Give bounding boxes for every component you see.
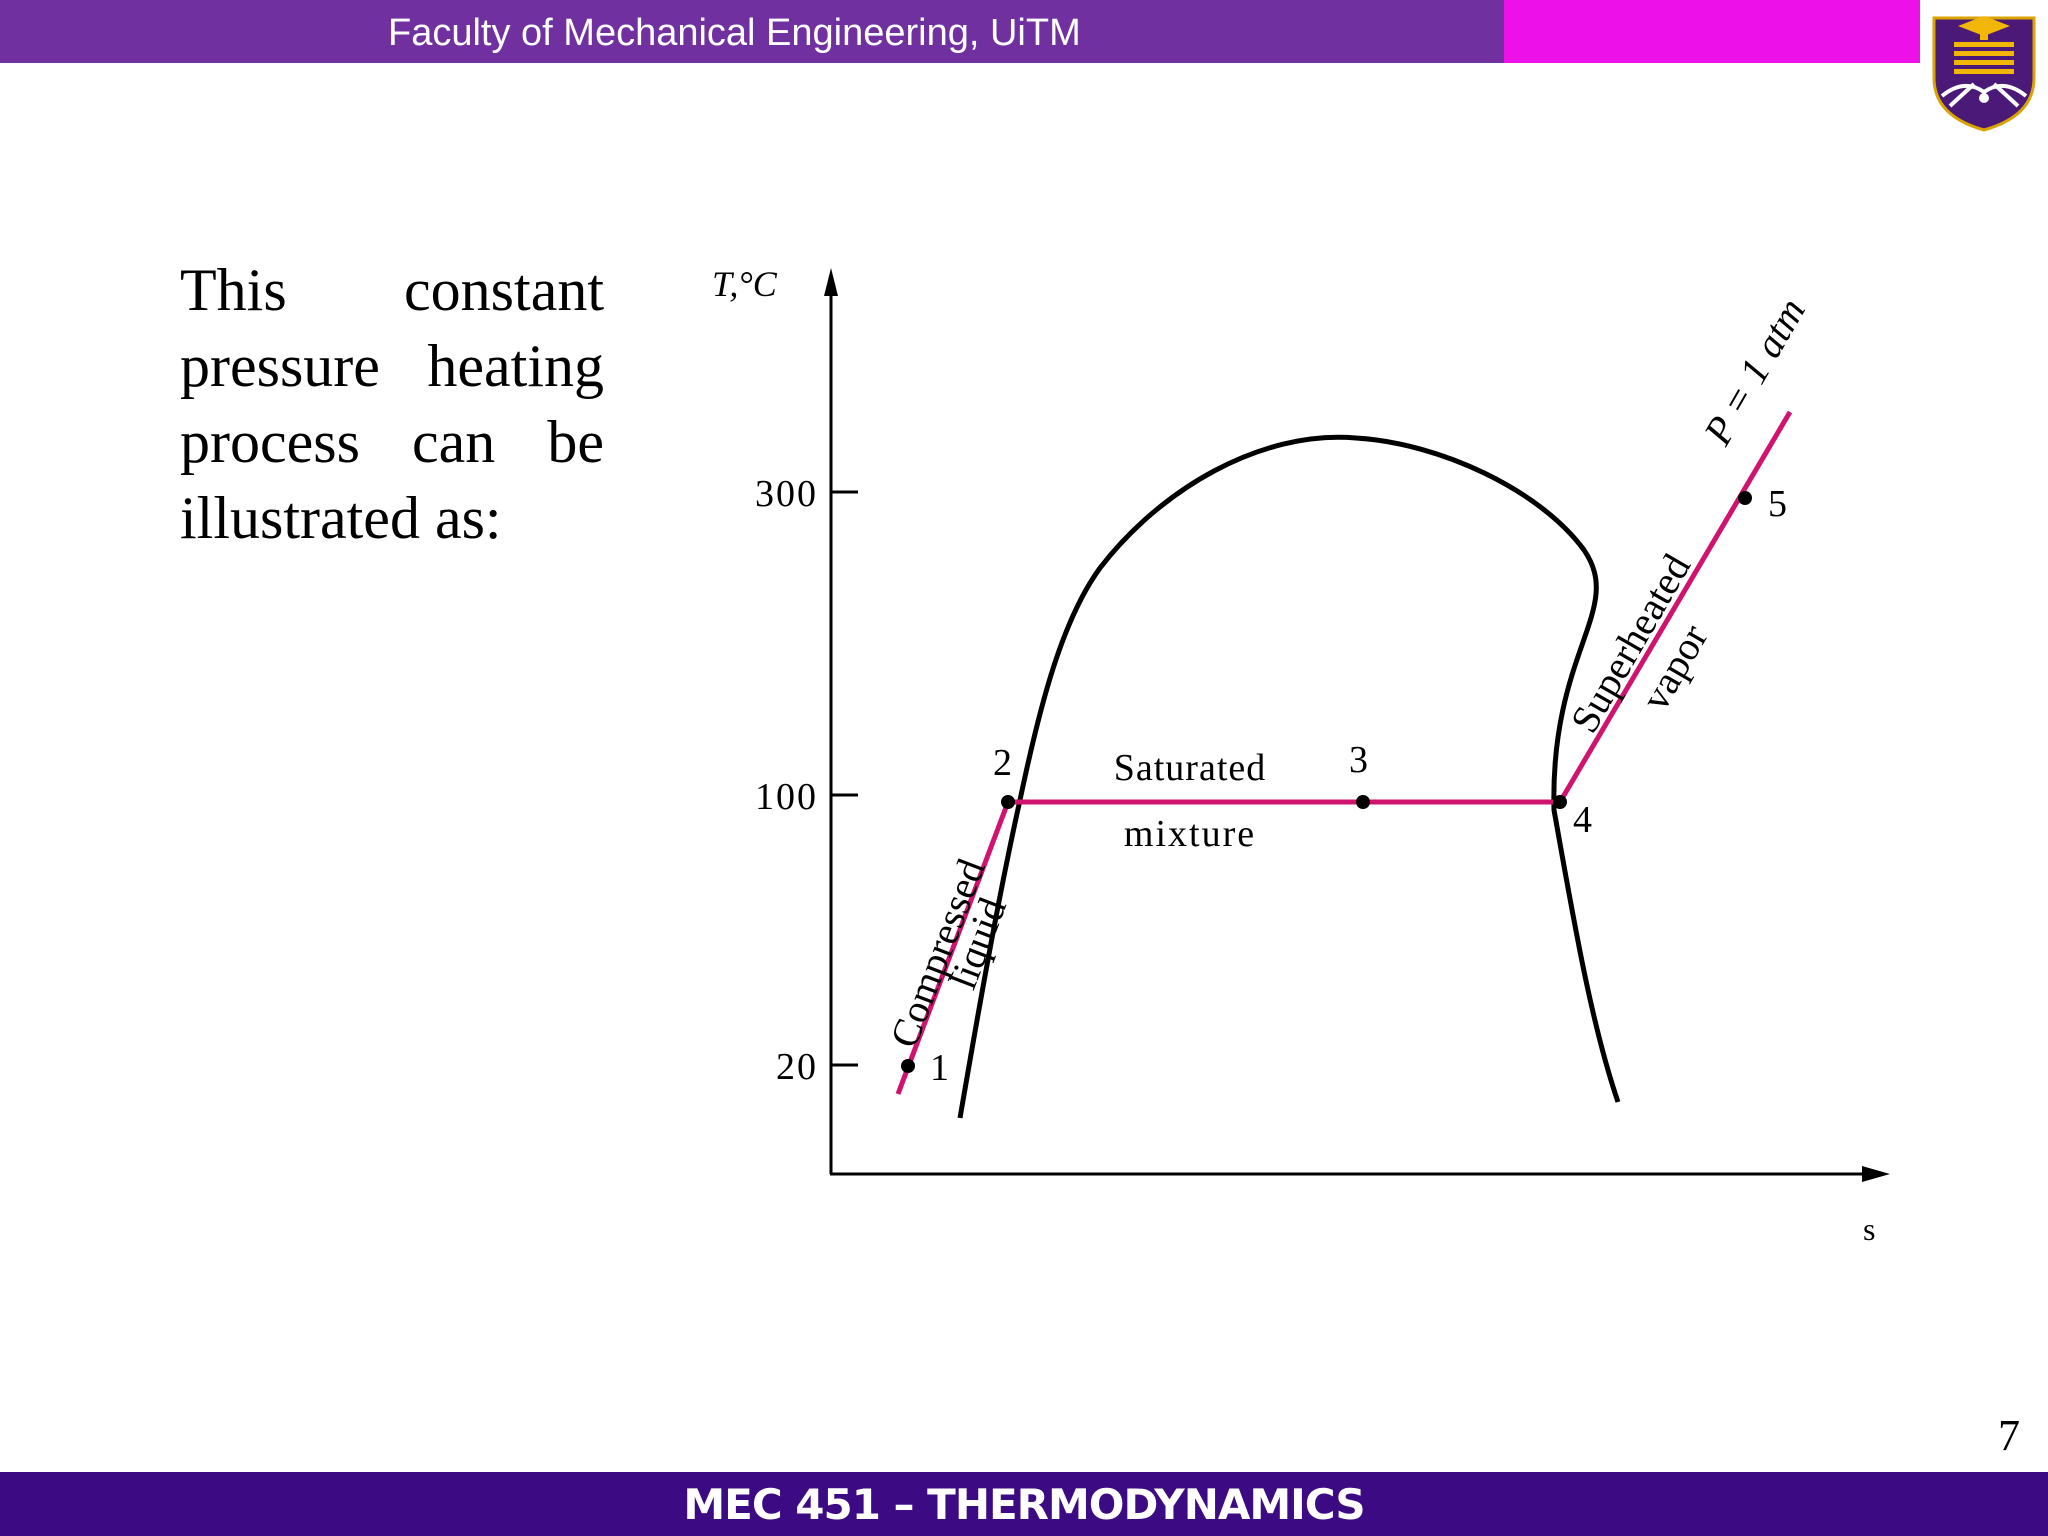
y-axis-arrow-icon bbox=[824, 268, 838, 296]
body-text: This constant pressure heating process c… bbox=[180, 257, 604, 551]
x-axis-label: s bbox=[1863, 1211, 1875, 1247]
header-title: Faculty of Mechanical Engineering, UiTM bbox=[388, 12, 1081, 54]
tick-label-20: 20 bbox=[776, 1046, 818, 1088]
process-line bbox=[895, 410, 1793, 1095]
state-point-1 bbox=[901, 1059, 915, 1073]
region-label-saturated: Saturated bbox=[1114, 747, 1267, 789]
state-point-5 bbox=[1738, 491, 1752, 505]
state-label-3: 3 bbox=[1349, 739, 1368, 781]
region-label-pressure: P = 1 atm bbox=[1694, 290, 1814, 453]
x-axis-arrow-icon bbox=[1862, 1166, 1890, 1182]
tick-label-100: 100 bbox=[755, 776, 818, 818]
footer-bar bbox=[0, 1472, 2048, 1536]
page-number: 7 bbox=[1998, 1411, 2020, 1460]
header-accent-bar bbox=[1504, 0, 1920, 63]
state-label-4: 4 bbox=[1573, 799, 1592, 841]
state-label-1: 1 bbox=[930, 1047, 949, 1089]
y-axis-label: T,°C bbox=[712, 264, 778, 304]
state-point-2 bbox=[1001, 795, 1015, 809]
region-label-mixture: mixture bbox=[1124, 813, 1256, 855]
uitm-logo-icon bbox=[1932, 16, 2036, 132]
state-label-2: 2 bbox=[993, 742, 1012, 784]
state-point-3 bbox=[1356, 795, 1370, 809]
header-bar bbox=[0, 0, 1504, 63]
state-point-4 bbox=[1553, 795, 1567, 809]
saturation-dome bbox=[957, 434, 1621, 1119]
footer-title: MEC 451 – THERMODYNAMICS bbox=[683, 1480, 1365, 1529]
tick-label-300: 300 bbox=[755, 473, 818, 515]
state-label-5: 5 bbox=[1768, 483, 1787, 525]
ts-diagram: T,°C s 300 100 20 1 2 3 4 5 Saturated mi… bbox=[712, 264, 1890, 1247]
